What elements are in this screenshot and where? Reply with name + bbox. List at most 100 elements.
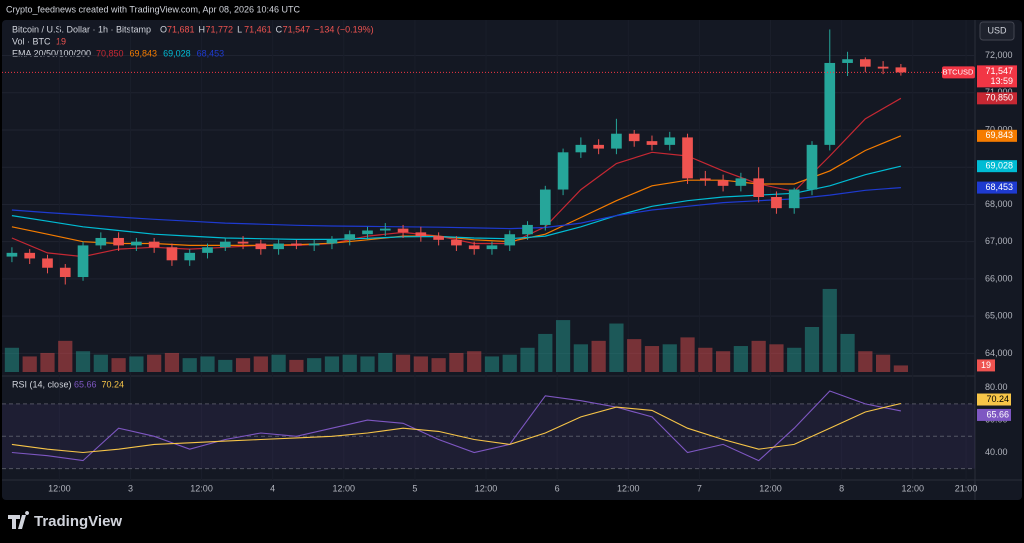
volume-bar — [147, 354, 162, 372]
candle-body — [593, 144, 604, 149]
candle-body — [237, 241, 249, 244]
y-tick-label: 66,000 — [985, 273, 1013, 283]
rsi-tag — [977, 408, 1011, 421]
candle-body — [628, 133, 640, 142]
candle-body — [77, 245, 89, 278]
volume-bar — [502, 354, 517, 372]
y-tick-label: 71,000 — [985, 87, 1013, 97]
candle-body — [788, 189, 800, 209]
x-tick-label: 6 — [555, 483, 560, 493]
volume-bar — [858, 351, 873, 372]
rsi-legend-value: 70.24 — [102, 379, 125, 389]
rsi-tick-label: 40.00 — [985, 447, 1008, 457]
candle-body — [664, 137, 676, 145]
volume-bar — [324, 356, 340, 372]
volume-bar — [609, 323, 624, 372]
x-tick-label: 8 — [839, 483, 844, 493]
volume-bar — [769, 344, 784, 372]
volume-bar — [289, 359, 304, 372]
ohlc-key: H — [199, 24, 206, 34]
symbol-tag-text: BTCUSD — [943, 67, 974, 76]
volume-bar — [182, 358, 197, 372]
candle-body — [824, 62, 836, 145]
x-tick-label: 7 — [697, 483, 702, 493]
volume-bar — [591, 340, 606, 372]
candle-body — [308, 243, 320, 246]
ema-price-tag — [977, 92, 1017, 105]
ema-line — [11, 187, 901, 230]
candle-body — [842, 59, 853, 63]
volume-bar — [751, 340, 766, 372]
candle-body — [895, 67, 907, 73]
candle-body — [397, 228, 409, 233]
candle-body — [522, 224, 533, 235]
volume-bar — [271, 354, 286, 372]
y-tick-label: 67,000 — [985, 236, 1013, 246]
candle-body — [202, 247, 213, 253]
ohlc-key: C — [276, 24, 283, 34]
volume-bar — [413, 356, 428, 372]
candle-body — [539, 189, 551, 225]
currency-label: USD — [987, 25, 1007, 35]
rsi-tag-text: 70.24 — [986, 394, 1009, 404]
ohlc-key: O — [160, 24, 167, 34]
candle-body — [717, 180, 729, 186]
volume-bar — [467, 351, 482, 372]
x-tick-label: 12:00 — [48, 483, 71, 493]
currency-button[interactable] — [979, 21, 1015, 41]
x-tick-label: 21:00 — [955, 483, 978, 493]
ohlc-value: 71,547 — [283, 24, 311, 34]
x-tick-label: 12:00 — [333, 483, 356, 493]
volume-bar — [822, 288, 837, 372]
candle-body — [646, 141, 658, 145]
candle-body — [131, 241, 142, 246]
volume-tag — [977, 359, 995, 372]
ema-legend: EMA 20/50/100/200 — [12, 48, 91, 58]
symbol-tag — [942, 66, 975, 79]
candle-body — [6, 252, 18, 257]
x-tick-label: 3 — [128, 483, 133, 493]
x-tick-label: 5 — [412, 483, 417, 493]
ema-legend-value: 69,028 — [163, 48, 191, 58]
y-tick-label: 70,000 — [985, 124, 1013, 134]
volume-bar — [538, 333, 553, 372]
volume-bar — [662, 344, 677, 372]
candle-body — [611, 133, 622, 149]
volume-bar — [342, 354, 357, 372]
candle-body — [504, 234, 516, 246]
ohlc-key: L — [237, 24, 242, 34]
candle-body — [557, 152, 569, 190]
candle-body — [486, 245, 498, 250]
volume-bar — [573, 344, 588, 372]
candle-body — [184, 252, 196, 261]
x-tick-label: 12:00 — [901, 483, 924, 493]
candle-body — [468, 245, 480, 250]
rsi-tag-text: 65.66 — [986, 409, 1009, 419]
volume-bar — [378, 352, 393, 372]
volume-bar — [395, 354, 411, 372]
rsi-legend: RSI (14, close) — [12, 379, 72, 389]
volume-bar — [520, 347, 535, 372]
rsi-legend-value: 65.66 — [74, 379, 97, 389]
y-tick-label: 68,000 — [985, 199, 1013, 209]
volume-bar — [40, 352, 55, 372]
volume-bar — [307, 358, 322, 372]
change-value: −134 (−0.19%) — [314, 24, 374, 34]
volume-bar — [627, 339, 642, 372]
candle-body — [344, 234, 356, 240]
ohlc-value: 71,772 — [206, 24, 234, 34]
ema-legend-value: 69,843 — [130, 48, 158, 58]
countdown-text: 13:59 — [990, 76, 1013, 86]
x-tick-label: 12:00 — [617, 483, 640, 493]
plot — [2, 20, 975, 480]
x-tick-label: 4 — [270, 483, 275, 493]
candle-body — [166, 247, 178, 261]
rsi-tick-label: 80.00 — [985, 382, 1008, 392]
volume-tag-text: 19 — [981, 360, 991, 370]
volume-bar — [555, 320, 571, 372]
volume-bar — [698, 347, 713, 372]
volume-bar — [644, 346, 660, 372]
candle-body — [42, 258, 53, 268]
ema-price-tag — [977, 181, 1017, 194]
